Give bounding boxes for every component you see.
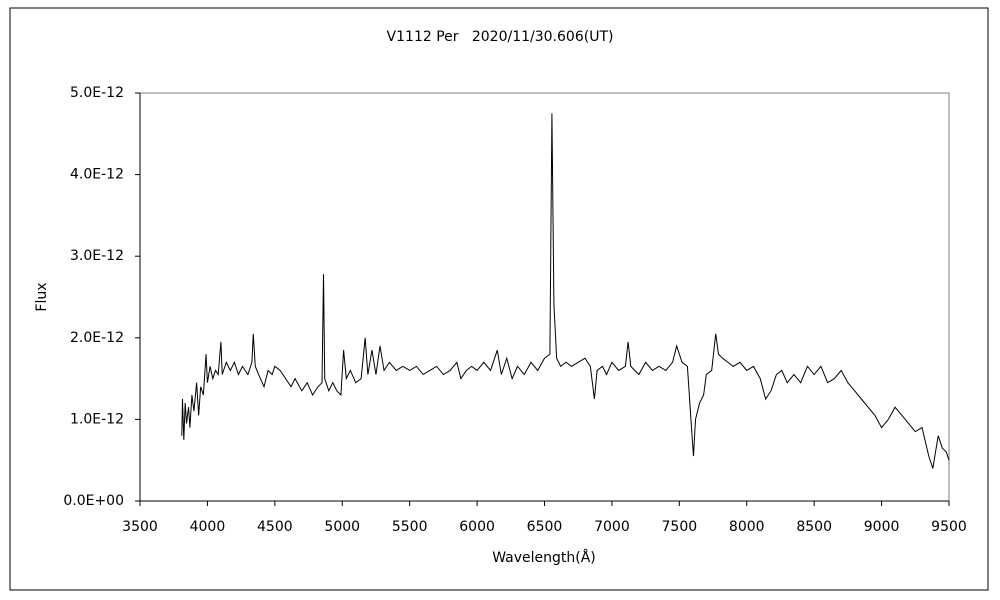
y-tick-label: 1.0E-12 bbox=[70, 411, 124, 427]
x-tick-label: 4000 bbox=[190, 519, 226, 535]
x-tick-label: 6000 bbox=[459, 519, 495, 535]
x-tick-label: 8500 bbox=[796, 519, 832, 535]
y-axis-label: Flux bbox=[34, 282, 50, 311]
y-tick-label: 5.0E-12 bbox=[70, 85, 124, 101]
x-tick-label: 6500 bbox=[527, 519, 563, 535]
x-tick-label: 3500 bbox=[122, 519, 158, 535]
x-tick-label: 7500 bbox=[662, 519, 698, 535]
y-tick-label: 2.0E-12 bbox=[70, 330, 124, 346]
x-tick-label: 9500 bbox=[931, 519, 967, 535]
x-tick-label: 4500 bbox=[257, 519, 293, 535]
chart-title: V1112 Per 2020/11/30.606(UT) bbox=[387, 29, 614, 45]
plot-area bbox=[139, 92, 950, 502]
y-tick-label: 0.0E+00 bbox=[63, 493, 124, 509]
x-tick-label: 5500 bbox=[392, 519, 428, 535]
x-tick-label: 9000 bbox=[864, 519, 900, 535]
x-tick-label: 8000 bbox=[729, 519, 765, 535]
x-axis-label: Wavelength(Å) bbox=[492, 549, 596, 566]
x-tick-label: 5000 bbox=[324, 519, 360, 535]
spectrum-line bbox=[181, 113, 950, 469]
y-tick-label: 4.0E-12 bbox=[70, 167, 124, 183]
y-tick-label: 3.0E-12 bbox=[70, 248, 124, 264]
x-tick-label: 7000 bbox=[594, 519, 630, 535]
